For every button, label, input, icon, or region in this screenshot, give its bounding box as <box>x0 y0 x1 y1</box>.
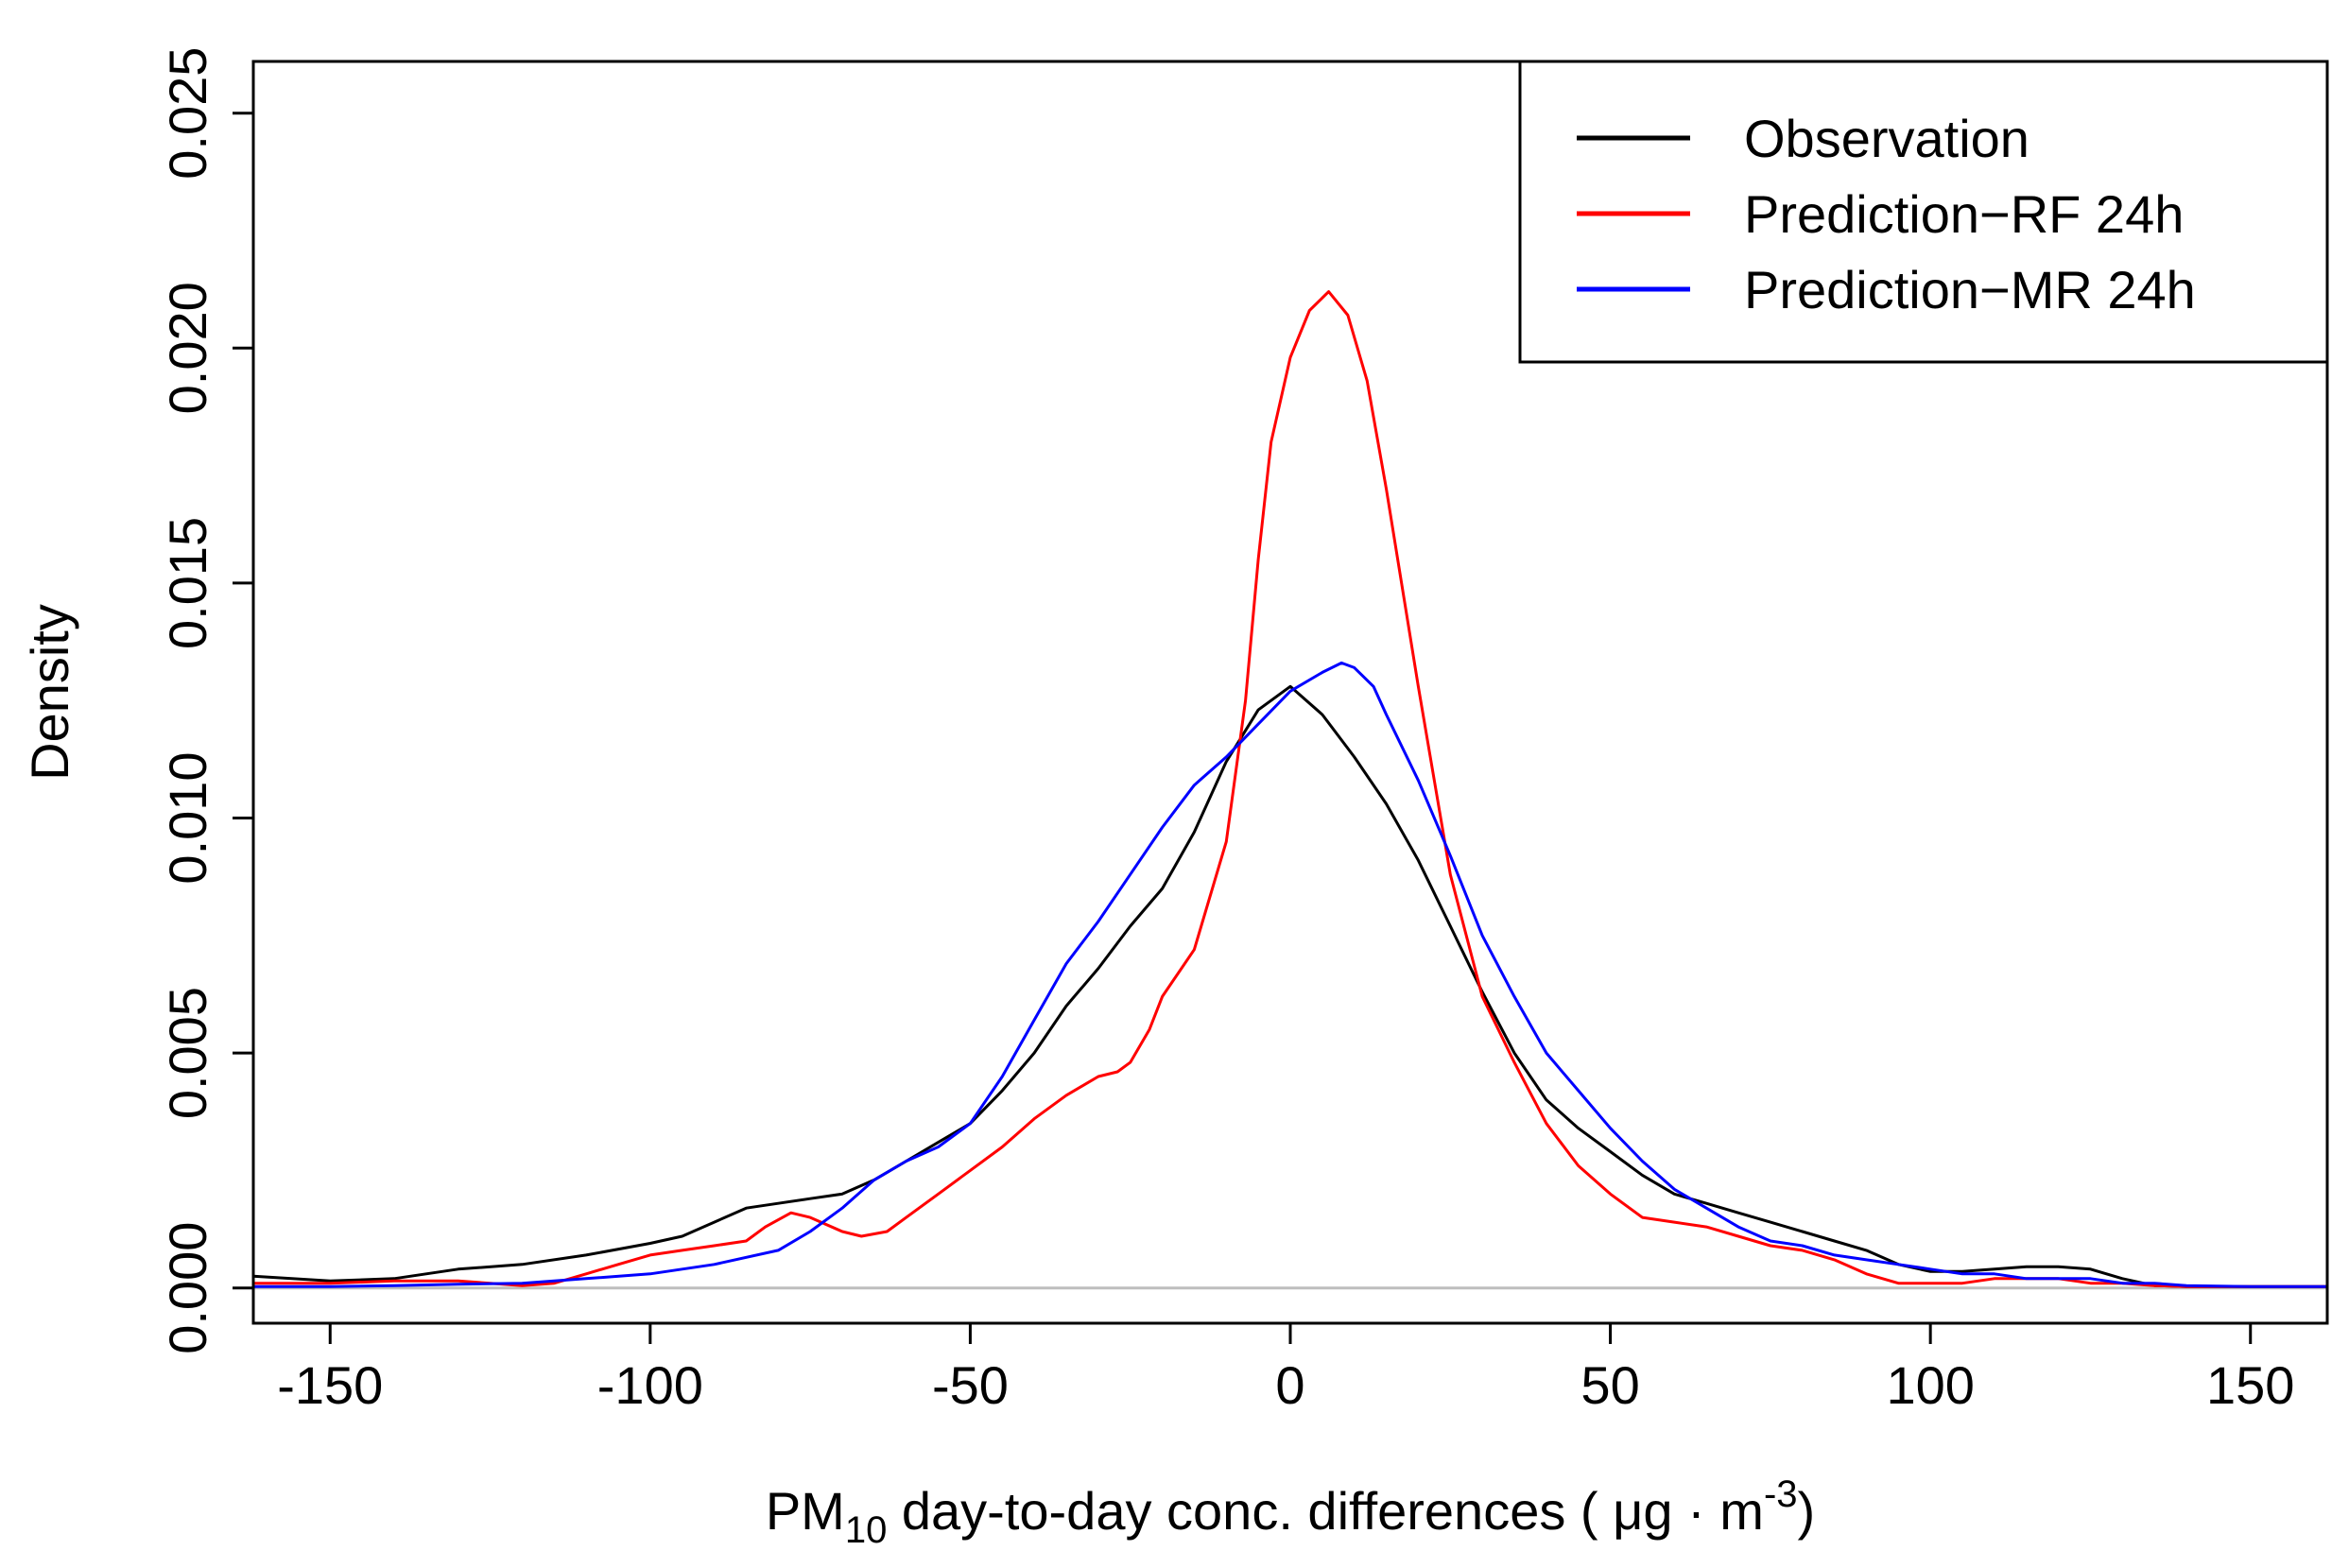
legend: Observation Prediction−RF 24h Prediction−M… <box>1518 60 2329 364</box>
legend-label-1: Observation <box>1744 109 2029 168</box>
y-tick-label: 0.015 <box>158 517 217 649</box>
x-axis-label-superscript: -3 <box>1764 1473 1798 1515</box>
series-layer <box>252 290 2327 1288</box>
y-tick-label: 0.005 <box>158 987 217 1119</box>
x-tick-label: -150 <box>277 1355 383 1415</box>
x-axis-label-prefix: PM <box>766 1481 845 1541</box>
legend-items: Observation Prediction−RF 24h Prediction−M… <box>1577 109 2196 319</box>
y-tick-label: 0.000 <box>158 1222 217 1354</box>
x-tick-label: 150 <box>2206 1355 2294 1415</box>
y-tick-label: 0.010 <box>158 751 217 884</box>
y-axis-label: Density <box>20 604 79 781</box>
x-tick-label: -100 <box>597 1355 703 1415</box>
y-tick-label: 0.025 <box>158 47 217 180</box>
series-line-1 <box>252 684 2327 1288</box>
series-line-2 <box>253 290 2327 1288</box>
y-tick-label: 0.020 <box>158 282 217 414</box>
x-tick-label: 50 <box>1580 1355 1639 1415</box>
x-axis-label-middle: day-to-day conc. differences ( μg · m <box>887 1481 1764 1541</box>
x-tick-label: 100 <box>1886 1355 1974 1415</box>
series-line-3 <box>253 661 2327 1288</box>
x-axis: -150 -100 -50 0 50 100 150 <box>277 1323 2294 1415</box>
x-tick-label: -50 <box>932 1355 1009 1415</box>
y-axis: 0.000 0.005 0.010 0.015 0.020 0.025 <box>158 47 253 1354</box>
x-axis-label: PM10 day-to-day conc. differences ( μg ·… <box>766 1473 1815 1551</box>
x-axis-label-subscript: 10 <box>845 1509 888 1551</box>
legend-label-2: Prediction−RF 24h <box>1744 184 2184 244</box>
x-tick-label: 0 <box>1275 1355 1304 1415</box>
x-axis-label-suffix: ) <box>1798 1481 1816 1541</box>
legend-label-3: Prediction−MR 24h <box>1744 260 2196 319</box>
